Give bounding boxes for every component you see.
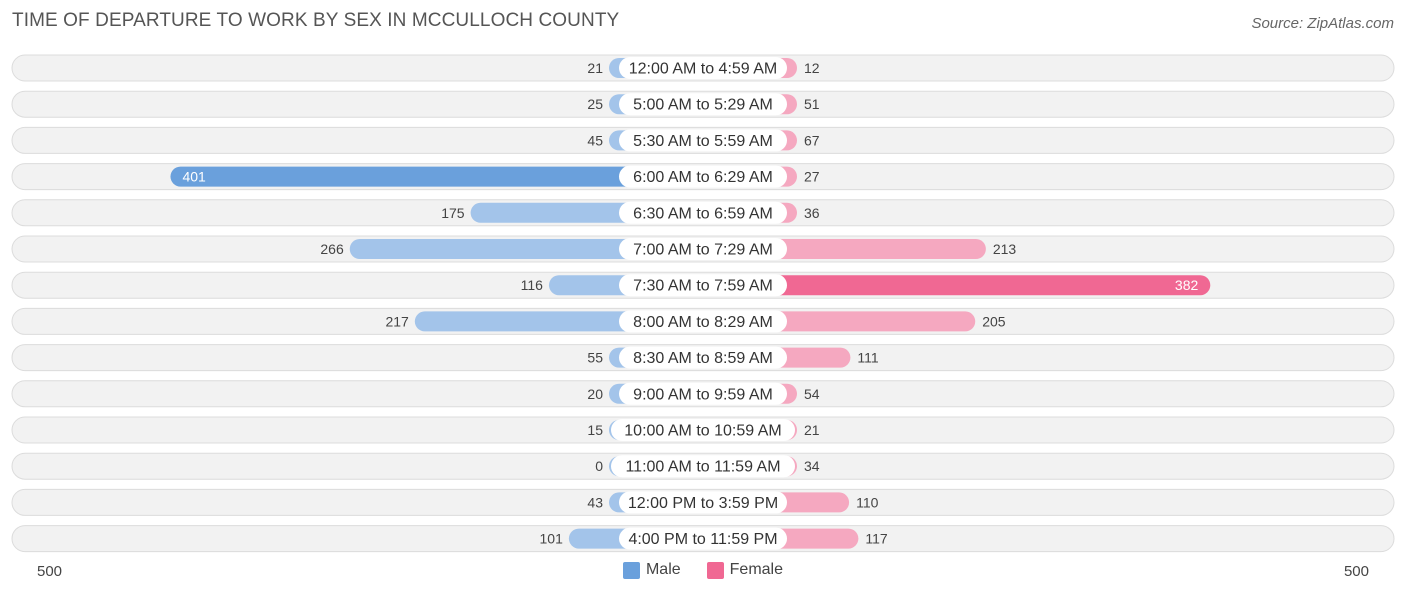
- female-value-label: 54: [804, 386, 820, 402]
- legend-item-male: Male: [622, 561, 681, 579]
- male-value-label: 15: [587, 422, 603, 438]
- source-label: Source: ZipAtlas.com: [1251, 15, 1394, 32]
- category-label: 7:00 AM to 7:29 AM: [633, 242, 773, 259]
- female-value-label: 34: [804, 458, 820, 474]
- female-value-label: 382: [1175, 277, 1199, 293]
- category-label-bg: [619, 201, 787, 224]
- male-value-label: 43: [587, 494, 603, 510]
- male-value-label: 266: [320, 241, 344, 257]
- female-value-label: 117: [865, 531, 888, 547]
- male-value-label: 101: [540, 531, 564, 547]
- category-label-bg: [611, 455, 795, 478]
- category-label-bg: [619, 274, 787, 297]
- category-label-bg: [619, 165, 787, 188]
- chart-title: TIME OF DEPARTURE TO WORK BY SEX IN MCCU…: [12, 10, 620, 31]
- male-value-label: 401: [182, 169, 206, 185]
- category-label: 11:00 AM to 11:59 AM: [625, 459, 780, 476]
- category-label-bg: [619, 57, 787, 79]
- category-label: 4:00 PM to 11:59 PM: [628, 531, 777, 548]
- female-value-label: 213: [993, 241, 1017, 257]
- legend-item-female: Female: [706, 561, 784, 579]
- legend-swatch-female: [706, 561, 724, 579]
- axis-left-label: 500: [37, 563, 63, 580]
- male-value-label: 0: [595, 458, 603, 474]
- category-label-bg: [619, 491, 787, 514]
- male-value-label: 55: [587, 350, 603, 366]
- category-label: 8:30 AM to 8:59 AM: [633, 350, 773, 367]
- category-label-bg: [611, 419, 795, 441]
- male-value-label: 45: [587, 132, 603, 148]
- male-bar: [349, 239, 703, 259]
- category-label: 5:30 AM to 5:59 AM: [633, 133, 773, 150]
- category-label: 12:00 AM to 4:59 AM: [629, 61, 778, 78]
- axis-right-label: 500: [1343, 563, 1369, 580]
- legend: Male Female: [0, 561, 1406, 579]
- female-value-label: 205: [982, 313, 1006, 329]
- legend-swatch-male: [622, 561, 640, 579]
- chart-svg: 12:00 AM to 4:59 AM 21 12 5:00 AM to 5:29 A…: [11, 54, 1395, 553]
- male-value-label: 175: [441, 205, 465, 221]
- male-value-label: 21: [587, 60, 603, 76]
- category-label: 9:00 AM to 9:59 AM: [633, 386, 773, 403]
- female-value-label: 21: [804, 422, 820, 438]
- female-value-label: 27: [804, 169, 820, 185]
- category-label: 6:30 AM to 6:59 AM: [633, 205, 773, 222]
- female-value-label: 36: [804, 205, 820, 221]
- category-label: 7:30 AM to 7:59 AM: [633, 278, 773, 295]
- male-value-label: 20: [587, 386, 603, 402]
- category-label-bg: [619, 310, 787, 333]
- male-value-label: 25: [587, 96, 603, 112]
- female-value-label: 51: [804, 96, 820, 112]
- category-label: 8:00 AM to 8:29 AM: [633, 314, 773, 331]
- female-value-label: 12: [804, 60, 820, 76]
- female-value-label: 67: [804, 132, 820, 148]
- category-label: 12:00 PM to 3:59 PM: [628, 495, 778, 512]
- legend-label-female: Female: [729, 561, 784, 578]
- category-label-bg: [619, 238, 787, 260]
- category-label-bg: [619, 93, 787, 116]
- category-label-bg: [619, 129, 787, 152]
- category-label: 10:00 AM to 10:59 AM: [624, 423, 781, 440]
- male-value-label: 116: [521, 277, 544, 293]
- category-label-bg: [619, 346, 787, 369]
- female-bar: [703, 275, 1211, 296]
- category-label: 5:00 AM to 5:29 AM: [633, 97, 773, 114]
- category-label-bg: [619, 382, 787, 405]
- female-value-label: 111: [857, 350, 878, 366]
- legend-label-male: Male: [645, 561, 681, 578]
- female-value-label: 110: [856, 494, 879, 510]
- category-label-bg: [619, 527, 787, 550]
- male-bar: [170, 166, 704, 187]
- male-value-label: 217: [385, 313, 409, 329]
- category-label: 6:00 AM to 6:29 AM: [633, 169, 773, 186]
